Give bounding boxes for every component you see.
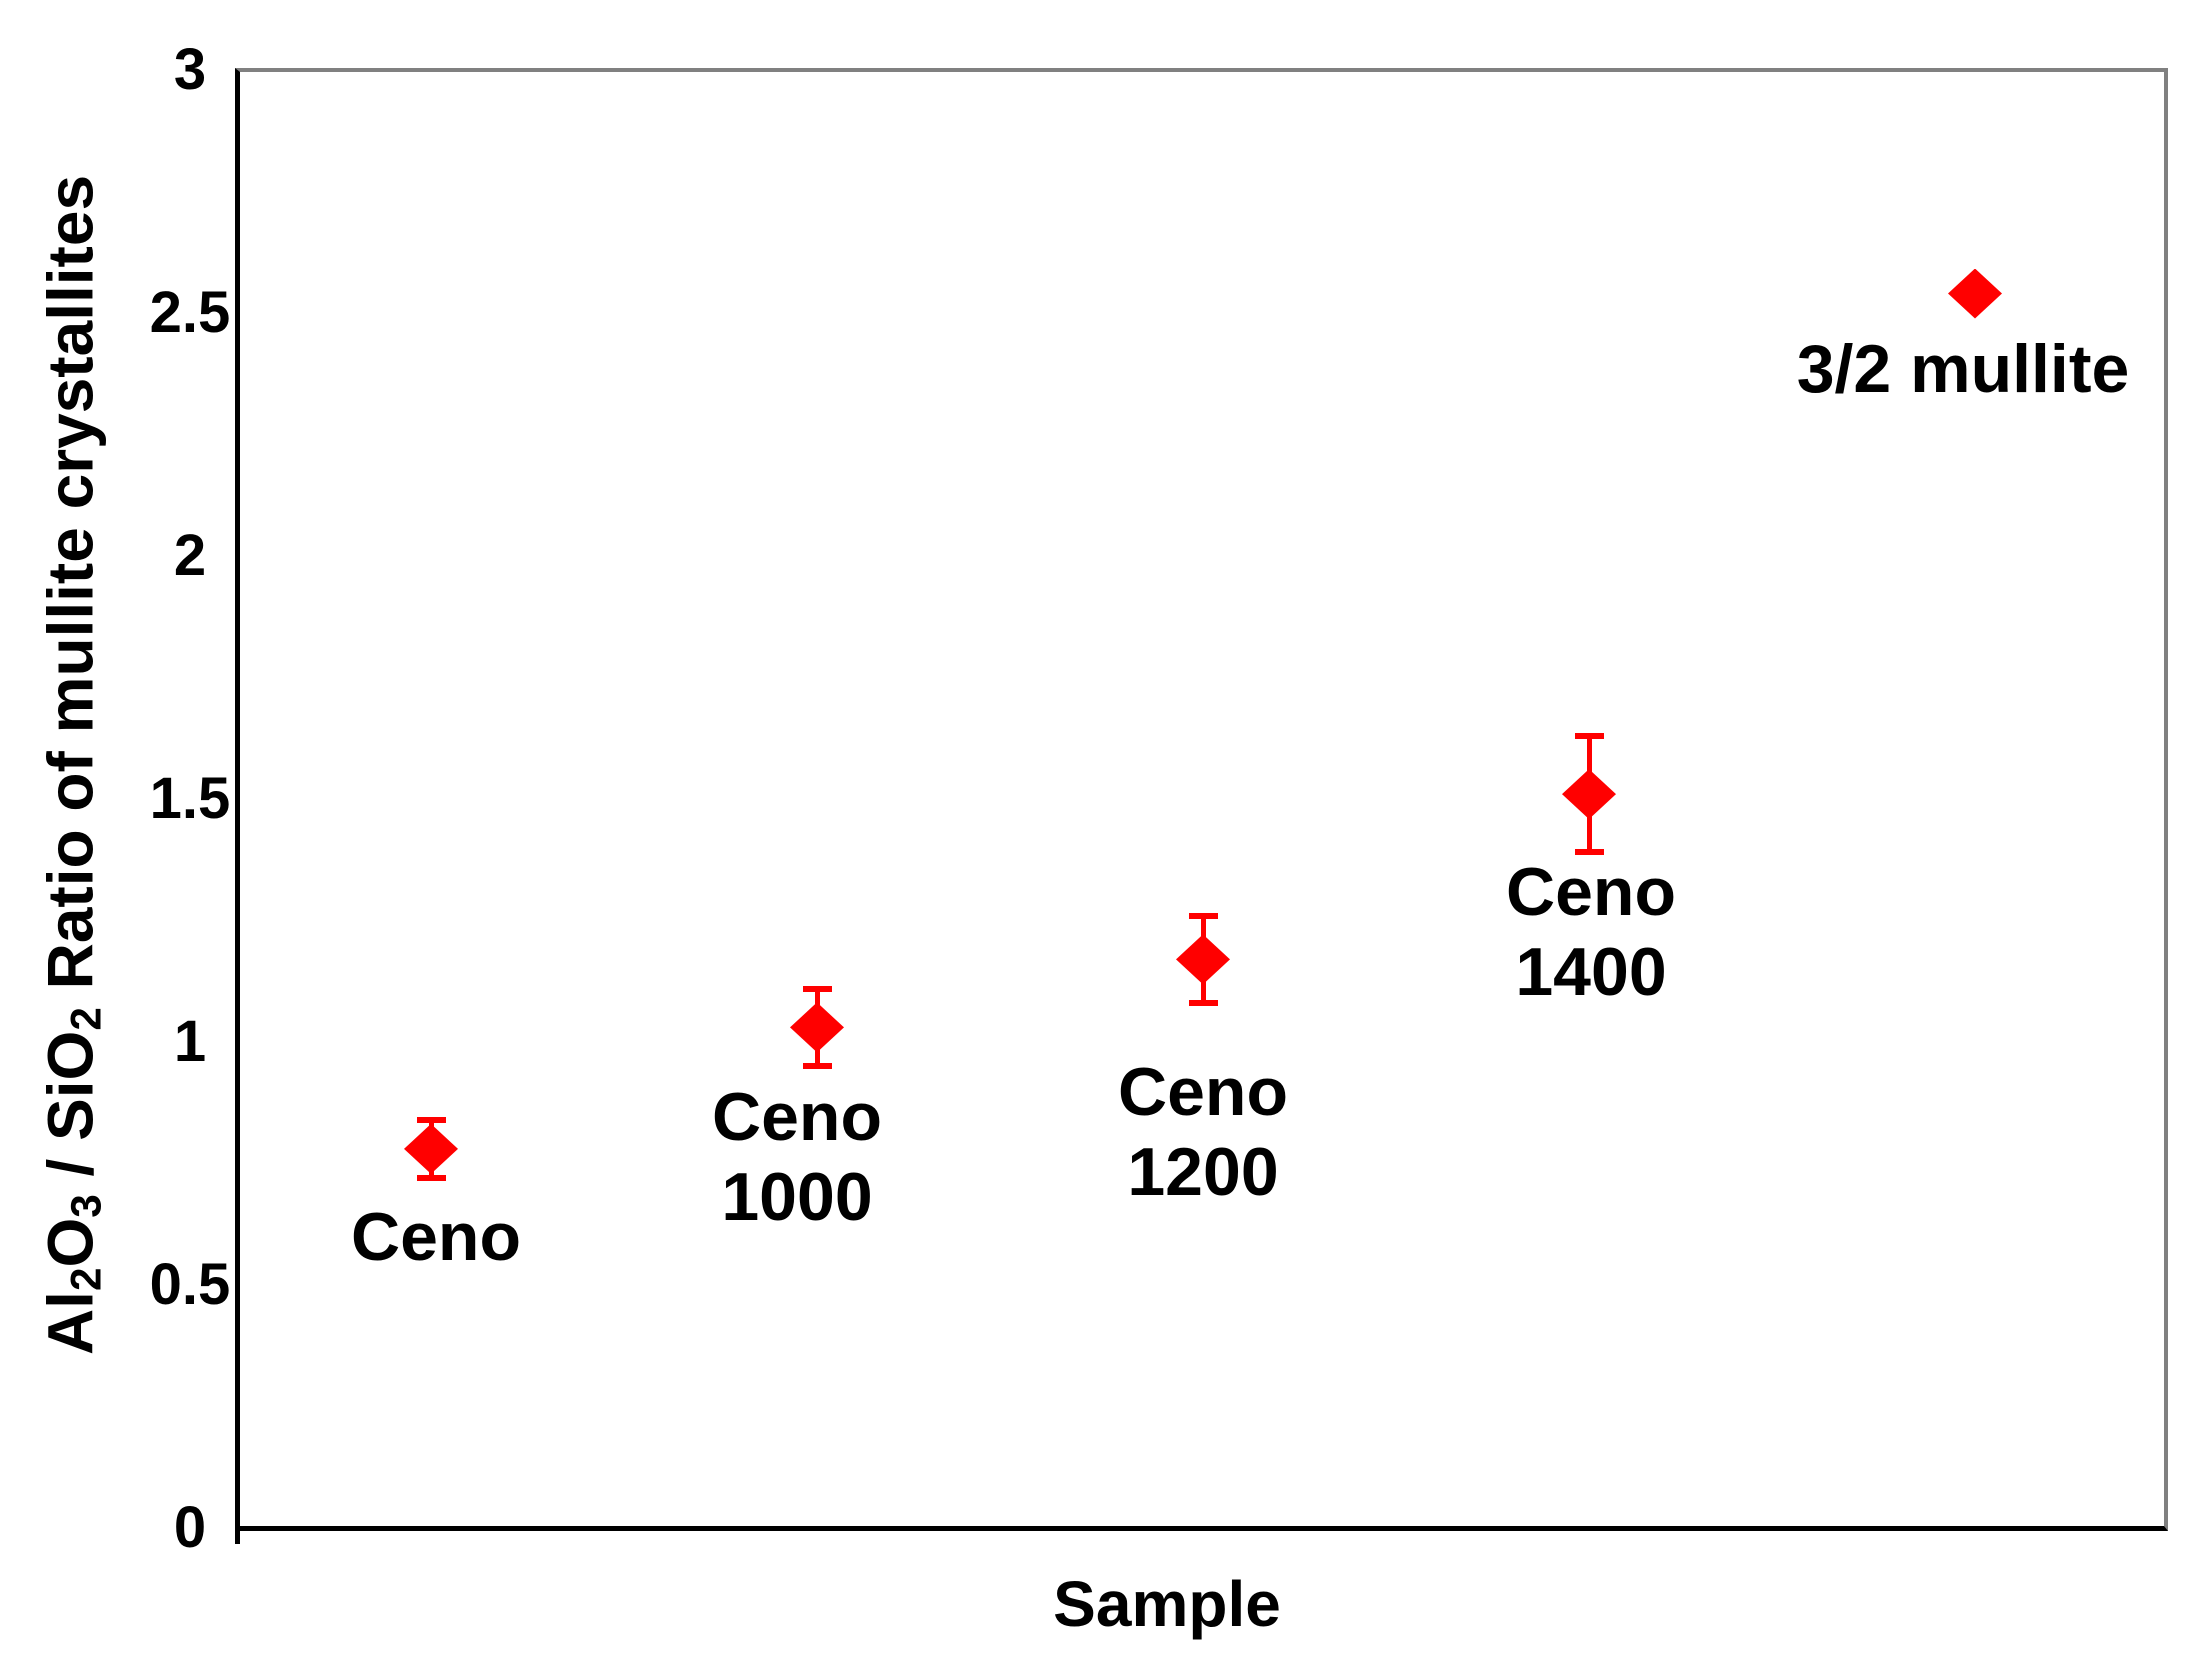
y-axis-title-subscript: 3 [62, 1194, 110, 1218]
x-axis-title: Sample [1053, 1568, 1281, 1640]
data-point-label: Ceno 1200 [903, 1052, 1503, 1212]
x-axis-corner-tick [235, 1531, 240, 1544]
data-point-label: 3/2 mullite [1663, 329, 2210, 409]
error-bar-cap-top [1575, 732, 1604, 739]
error-bar-cap-bottom [417, 1175, 446, 1182]
y-axis-title-subscript: 2 [62, 1267, 110, 1292]
data-point-label: Ceno 1400 [1291, 852, 1891, 1012]
y-tick-label: 2.5 [149, 280, 231, 345]
data-point-label: Ceno 1000 [497, 1077, 1097, 1237]
y-tick-label: 0 [173, 1495, 207, 1560]
error-bar-cap-bottom [803, 1063, 832, 1070]
label-line: Ceno [1506, 854, 1676, 931]
y-tick-label: 0.5 [149, 1252, 231, 1317]
label-line: 3/2 mullite [1796, 330, 2130, 407]
y-axis-title-text: O [34, 1217, 107, 1268]
y-axis-title-text: Al [34, 1291, 107, 1356]
label-line: 1000 [721, 1159, 873, 1236]
label-line: Ceno [351, 1198, 521, 1275]
y-tick-label: 2 [173, 523, 207, 588]
label-line: Ceno [1118, 1054, 1288, 1131]
label-line: 1200 [1127, 1134, 1279, 1211]
y-axis-title-subscript: 2 [62, 1007, 110, 1031]
error-bar-cap-top [1189, 912, 1218, 919]
label-line: Ceno [712, 1079, 882, 1156]
error-bar-cap-top [803, 985, 832, 992]
y-tick-label: 3 [173, 37, 207, 102]
error-bar-cap-top [417, 1116, 446, 1123]
error-bar-cap-bottom [1575, 849, 1604, 856]
data-point-label: Ceno [136, 1197, 736, 1277]
error-bar-cap-bottom [1189, 1000, 1218, 1007]
y-axis-title: Al2O3 / SiO2 Ratio of mullite crystallit… [33, 175, 110, 1355]
y-tick-label: 1 [173, 1009, 207, 1074]
plot-area [235, 68, 2168, 1531]
label-line: 1400 [1515, 934, 1667, 1011]
y-axis-title-text: / SiO [34, 1030, 107, 1195]
y-tick-label: 1.5 [149, 766, 231, 831]
y-axis-title-text: Ratio of mullite crystallites [34, 174, 107, 1008]
